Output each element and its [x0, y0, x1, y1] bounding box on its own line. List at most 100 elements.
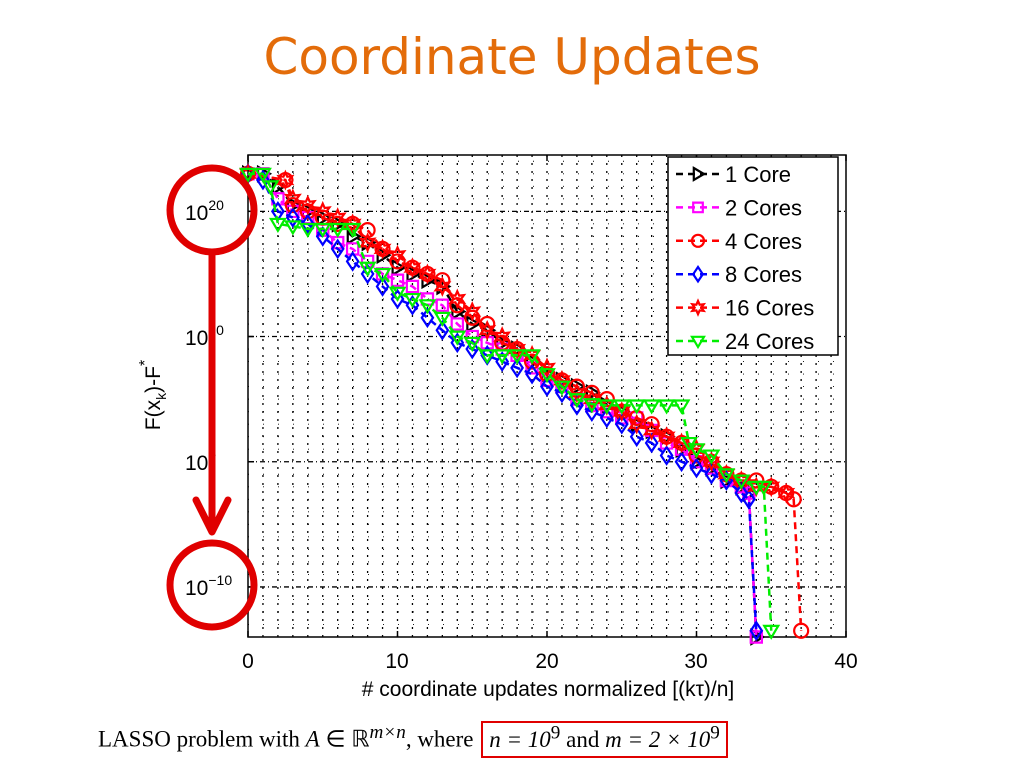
highlight-circle-bottom	[166, 539, 258, 631]
data-point-diamond	[644, 432, 659, 454]
data-point-triangle-down	[582, 398, 601, 414]
data-point-square	[749, 630, 764, 644]
data-point-triangle-down	[433, 311, 452, 327]
data-point-square	[345, 242, 360, 256]
plot-frame	[247, 154, 847, 638]
caption: LASSO problem with A ∈ ℝm×n, where n = 1…	[98, 720, 728, 758]
data-point-square	[450, 317, 464, 331]
legend-item: 8 Cores	[676, 262, 802, 287]
y-axis-label: F(xk)-F*	[137, 360, 169, 430]
data-point-diamond	[555, 382, 569, 404]
data-point-triangle-down	[627, 399, 646, 415]
data-point-diamond	[704, 463, 719, 485]
series-line	[247, 172, 758, 631]
legend-item: 2 Cores	[676, 195, 802, 220]
legend-box	[667, 156, 839, 356]
data-point-diamond	[390, 288, 405, 310]
data-point-diamond	[614, 413, 629, 435]
data-point-hexagram	[328, 207, 347, 229]
data-point-triangle-down	[642, 399, 661, 415]
data-point-triangle-down	[478, 349, 497, 365]
data-point-triangle-down	[343, 222, 362, 239]
data-point-hexagram	[478, 319, 497, 341]
data-point-triangle-down	[298, 222, 317, 239]
data-point-triangle-down	[754, 480, 773, 496]
ytick-label: 10−10	[185, 572, 232, 600]
data-point-triangle-down	[463, 336, 482, 352]
data-point-triangle-down	[283, 220, 302, 236]
data-point-diamond	[525, 363, 539, 385]
data-point-triangle-down	[268, 217, 287, 234]
data-point-triangle-down	[418, 299, 437, 315]
data-point-hexagram	[508, 338, 527, 360]
highlighted-dimensions: n = 109 and m = 2 × 109	[481, 720, 728, 758]
data-point-triangle-down	[523, 349, 541, 365]
data-point-triangle-down	[538, 368, 556, 384]
data-point-diamond	[450, 332, 465, 354]
series-line	[248, 172, 773, 631]
data-point-triangle-down	[313, 222, 332, 239]
data-point-triangle-down	[403, 292, 422, 309]
data-point-circle	[284, 196, 301, 214]
data-point-diamond	[629, 426, 644, 448]
data-point-triangle-down	[597, 399, 616, 415]
data-point-diamond	[659, 445, 674, 466]
data-point-triangle-down	[657, 399, 676, 415]
data-point-diamond	[405, 294, 420, 316]
ytick-label: 1010	[185, 322, 224, 350]
data-point-hexagram	[433, 276, 452, 297]
data-point-diamond	[510, 357, 525, 379]
data-point-diamond	[584, 401, 599, 423]
data-point-hexagram	[283, 188, 302, 210]
data-point-diamond	[691, 265, 705, 284]
data-point-diamond	[285, 207, 300, 228]
data-point-square	[480, 336, 494, 350]
data-point-diamond	[495, 351, 510, 372]
legend-item: 16 Cores	[676, 296, 814, 321]
data-point-hexagram	[582, 388, 601, 410]
data-point-circle	[464, 309, 481, 326]
data-point-diamond	[360, 263, 375, 285]
data-point-triangle-down	[553, 380, 571, 396]
data-point-hexagram	[702, 451, 721, 473]
data-point-diamond	[689, 457, 704, 479]
data-point-diamond	[741, 488, 756, 510]
legend-label: 1 Core	[725, 162, 791, 187]
legend-label: 24 Cores	[725, 329, 814, 354]
legend-item: 1 Core	[676, 162, 791, 187]
data-point-triangle-down	[254, 167, 272, 183]
data-point-hexagram	[657, 426, 676, 448]
series-24-cores	[239, 167, 781, 640]
data-point-hexagram	[463, 301, 482, 322]
data-point-hexagram	[567, 382, 586, 404]
data-point-hexagram	[777, 482, 796, 504]
data-point-triangle-down	[261, 180, 280, 196]
data-point-hexagram	[276, 169, 295, 191]
data-point-triangle-down	[448, 330, 467, 346]
legend: 1 Core 2 Cores 4 Cores 8 Cores 16 Cores 24 Co…	[667, 156, 839, 356]
data-point-triangle-down	[690, 335, 706, 350]
data-point-hexagram	[689, 298, 707, 317]
xtick-label: 0	[242, 650, 254, 673]
data-point-diamond	[435, 319, 450, 341]
data-point-hexagram	[448, 288, 467, 310]
data-point-square	[390, 273, 405, 287]
data-point-triangle-down	[328, 222, 347, 239]
data-point-triangle-down	[612, 399, 631, 415]
data-point-hexagram	[298, 194, 317, 216]
xtick-label: 30	[684, 650, 707, 673]
data-point-diamond	[420, 307, 435, 329]
data-point-hexagram	[403, 257, 422, 279]
data-point-triangle-down	[702, 449, 721, 465]
data-point-hexagram	[493, 326, 512, 347]
data-point-hexagram	[373, 238, 392, 260]
data-point-triangle-down	[239, 167, 257, 183]
data-point-triangle-down	[672, 399, 691, 415]
data-point-triangle-down	[493, 349, 512, 365]
highlight-circle-top	[166, 164, 258, 256]
slide-title: Coordinate Updates	[263, 28, 761, 86]
data-point-hexagram	[537, 357, 557, 379]
data-point-diamond	[315, 225, 330, 247]
data-point-diamond	[599, 407, 614, 429]
data-point-triangle-down	[687, 443, 706, 459]
